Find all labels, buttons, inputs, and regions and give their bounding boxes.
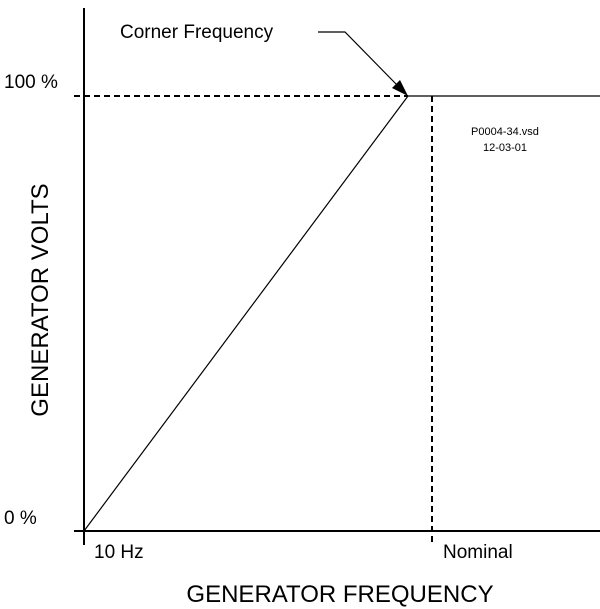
arrow-head	[392, 80, 408, 96]
file-note: P0004-34.vsd	[471, 126, 539, 138]
x-label-left: 10 Hz	[94, 542, 144, 563]
x-axis-title: GENERATOR FREQUENCY	[186, 581, 493, 608]
file-note: 12-03-01	[483, 142, 527, 154]
y-axis-title: GENERATOR VOLTS	[27, 183, 54, 416]
y-label-bottom: 0 %	[4, 508, 37, 529]
annotation: Corner Frequency	[120, 22, 274, 43]
x-label-right: Nominal	[443, 542, 513, 563]
ramp-line	[83, 95, 409, 532]
y-label-top: 100 %	[4, 72, 58, 93]
annotation-leader	[318, 31, 399, 87]
